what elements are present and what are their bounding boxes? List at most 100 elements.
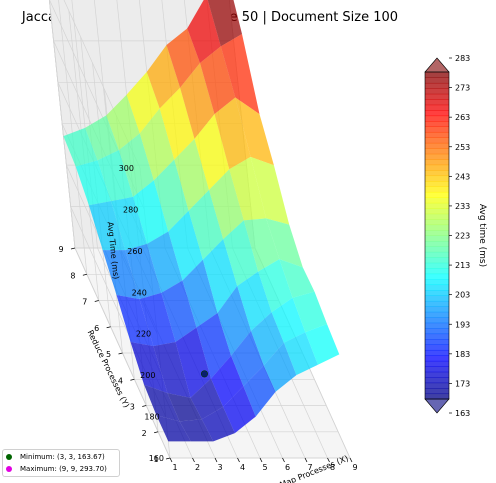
y-tick-mark — [118, 352, 123, 355]
colorbar-band — [425, 153, 449, 160]
colorbar-band — [425, 82, 449, 89]
surface-patch — [201, 406, 235, 442]
legend: Minimum: (3, 3, 163.67) Maximum: (9, 9, … — [2, 449, 120, 477]
surface-patch — [223, 386, 256, 434]
y-tick-label: 6 — [94, 324, 99, 333]
colorbar-band — [425, 262, 449, 269]
colorbar-band — [425, 170, 449, 177]
x-tick-mark — [237, 457, 240, 463]
surface-patch — [243, 218, 280, 272]
colorbar-band — [425, 360, 449, 367]
x-tick-label: 4 — [240, 463, 245, 472]
surface-patch — [119, 133, 154, 197]
y-tick-label: 7 — [82, 298, 87, 307]
colorbar-band — [425, 279, 449, 286]
x-tick-mark — [192, 457, 195, 463]
surface-patch — [194, 114, 230, 190]
colorbar-band — [425, 142, 449, 149]
x-tick-mark — [304, 457, 308, 463]
surface-patch — [196, 313, 232, 379]
surface-patch — [229, 156, 267, 221]
colorbar-band — [425, 344, 449, 351]
colorbar-band — [425, 230, 449, 236]
surface-patch — [168, 210, 203, 281]
surface-patch — [111, 196, 148, 251]
x-tick-mark — [214, 457, 218, 463]
y-tick-mark — [130, 378, 135, 381]
surface-patch — [130, 342, 168, 394]
surface-patch — [237, 271, 272, 331]
surface-patch — [139, 108, 175, 181]
y-tick-label: 3 — [130, 403, 135, 412]
legend-label-minimum: Minimum: (3, 3, 163.67) — [20, 453, 105, 461]
surface-patch — [263, 342, 297, 392]
colorbar-band — [425, 317, 449, 324]
surface-patch — [214, 97, 251, 170]
colorbar-band — [425, 355, 449, 362]
z-tick-label: 280 — [123, 205, 138, 214]
colorbar-band — [425, 366, 449, 373]
colorbar-band — [425, 121, 449, 127]
surface-patch — [251, 312, 284, 366]
surface-patch — [243, 365, 276, 417]
surface-patch — [146, 45, 181, 109]
colorbar-band — [425, 137, 449, 144]
colorbar-band — [425, 131, 449, 138]
surface-patch — [175, 327, 211, 398]
colorbar-tick-label: 233 — [455, 202, 470, 211]
x-tick-label: 2 — [195, 463, 200, 472]
minimum-point — [200, 370, 208, 378]
surface-patch — [133, 180, 169, 244]
surface-patch — [235, 97, 274, 166]
surface-patch — [153, 159, 189, 232]
surface-patch — [63, 127, 98, 167]
z-tick-label: 200 — [140, 371, 155, 380]
x-tick-mark — [282, 457, 285, 463]
x-tick-label: 6 — [285, 463, 290, 472]
colorbar-band — [425, 388, 449, 395]
surface-patch — [116, 295, 154, 347]
surface-patch — [166, 28, 200, 88]
y-tick-label: 4 — [118, 376, 123, 385]
y-tick-mark — [165, 457, 171, 460]
surface-patch — [159, 87, 195, 160]
colorbar-band — [425, 268, 449, 275]
z-tick-label: 260 — [127, 247, 142, 256]
surface-patch — [102, 250, 140, 300]
y-tick-mark — [94, 300, 99, 302]
x-tick-label: 7 — [307, 463, 312, 472]
colorbar-band — [425, 311, 449, 318]
legend-item-minimum: Minimum: (3, 3, 163.67) — [6, 451, 116, 463]
surface-patch — [153, 342, 191, 398]
x-tick-mark — [169, 457, 173, 463]
surface-patch — [187, 0, 221, 63]
surface-patch — [250, 156, 290, 225]
z-tick-label: 220 — [136, 330, 151, 339]
y-tick-mark — [70, 247, 76, 250]
colorbar-band — [425, 377, 449, 384]
colorbar-band — [425, 159, 449, 166]
surface-patch — [283, 332, 318, 376]
colorbar-band — [425, 175, 449, 182]
colorbar-bottom-extension — [424, 398, 450, 414]
surface-patch — [179, 419, 214, 442]
colorbar-band — [425, 284, 449, 291]
surface-patch — [266, 218, 303, 268]
colorbar-band — [425, 224, 449, 231]
colorbar-tick-label: 163 — [455, 409, 470, 418]
colorbar-band — [425, 104, 449, 111]
colorbar-tick-label: 223 — [455, 232, 470, 241]
x-tick-mark — [327, 457, 330, 463]
colorbar-top-extension — [424, 57, 450, 73]
surface-patch — [85, 115, 119, 161]
y-tick-label: 5 — [106, 350, 111, 359]
surface-patch — [305, 324, 340, 365]
z-tick-label: 160 — [149, 454, 164, 463]
y-tick-mark — [154, 431, 159, 434]
legend-label-maximum: Maximum: (9, 9, 293.70) — [20, 465, 107, 473]
y-tick-mark — [82, 273, 87, 276]
surface-patch — [292, 291, 327, 333]
colorbar-band — [425, 246, 449, 253]
x-tick-label: 5 — [262, 463, 267, 472]
